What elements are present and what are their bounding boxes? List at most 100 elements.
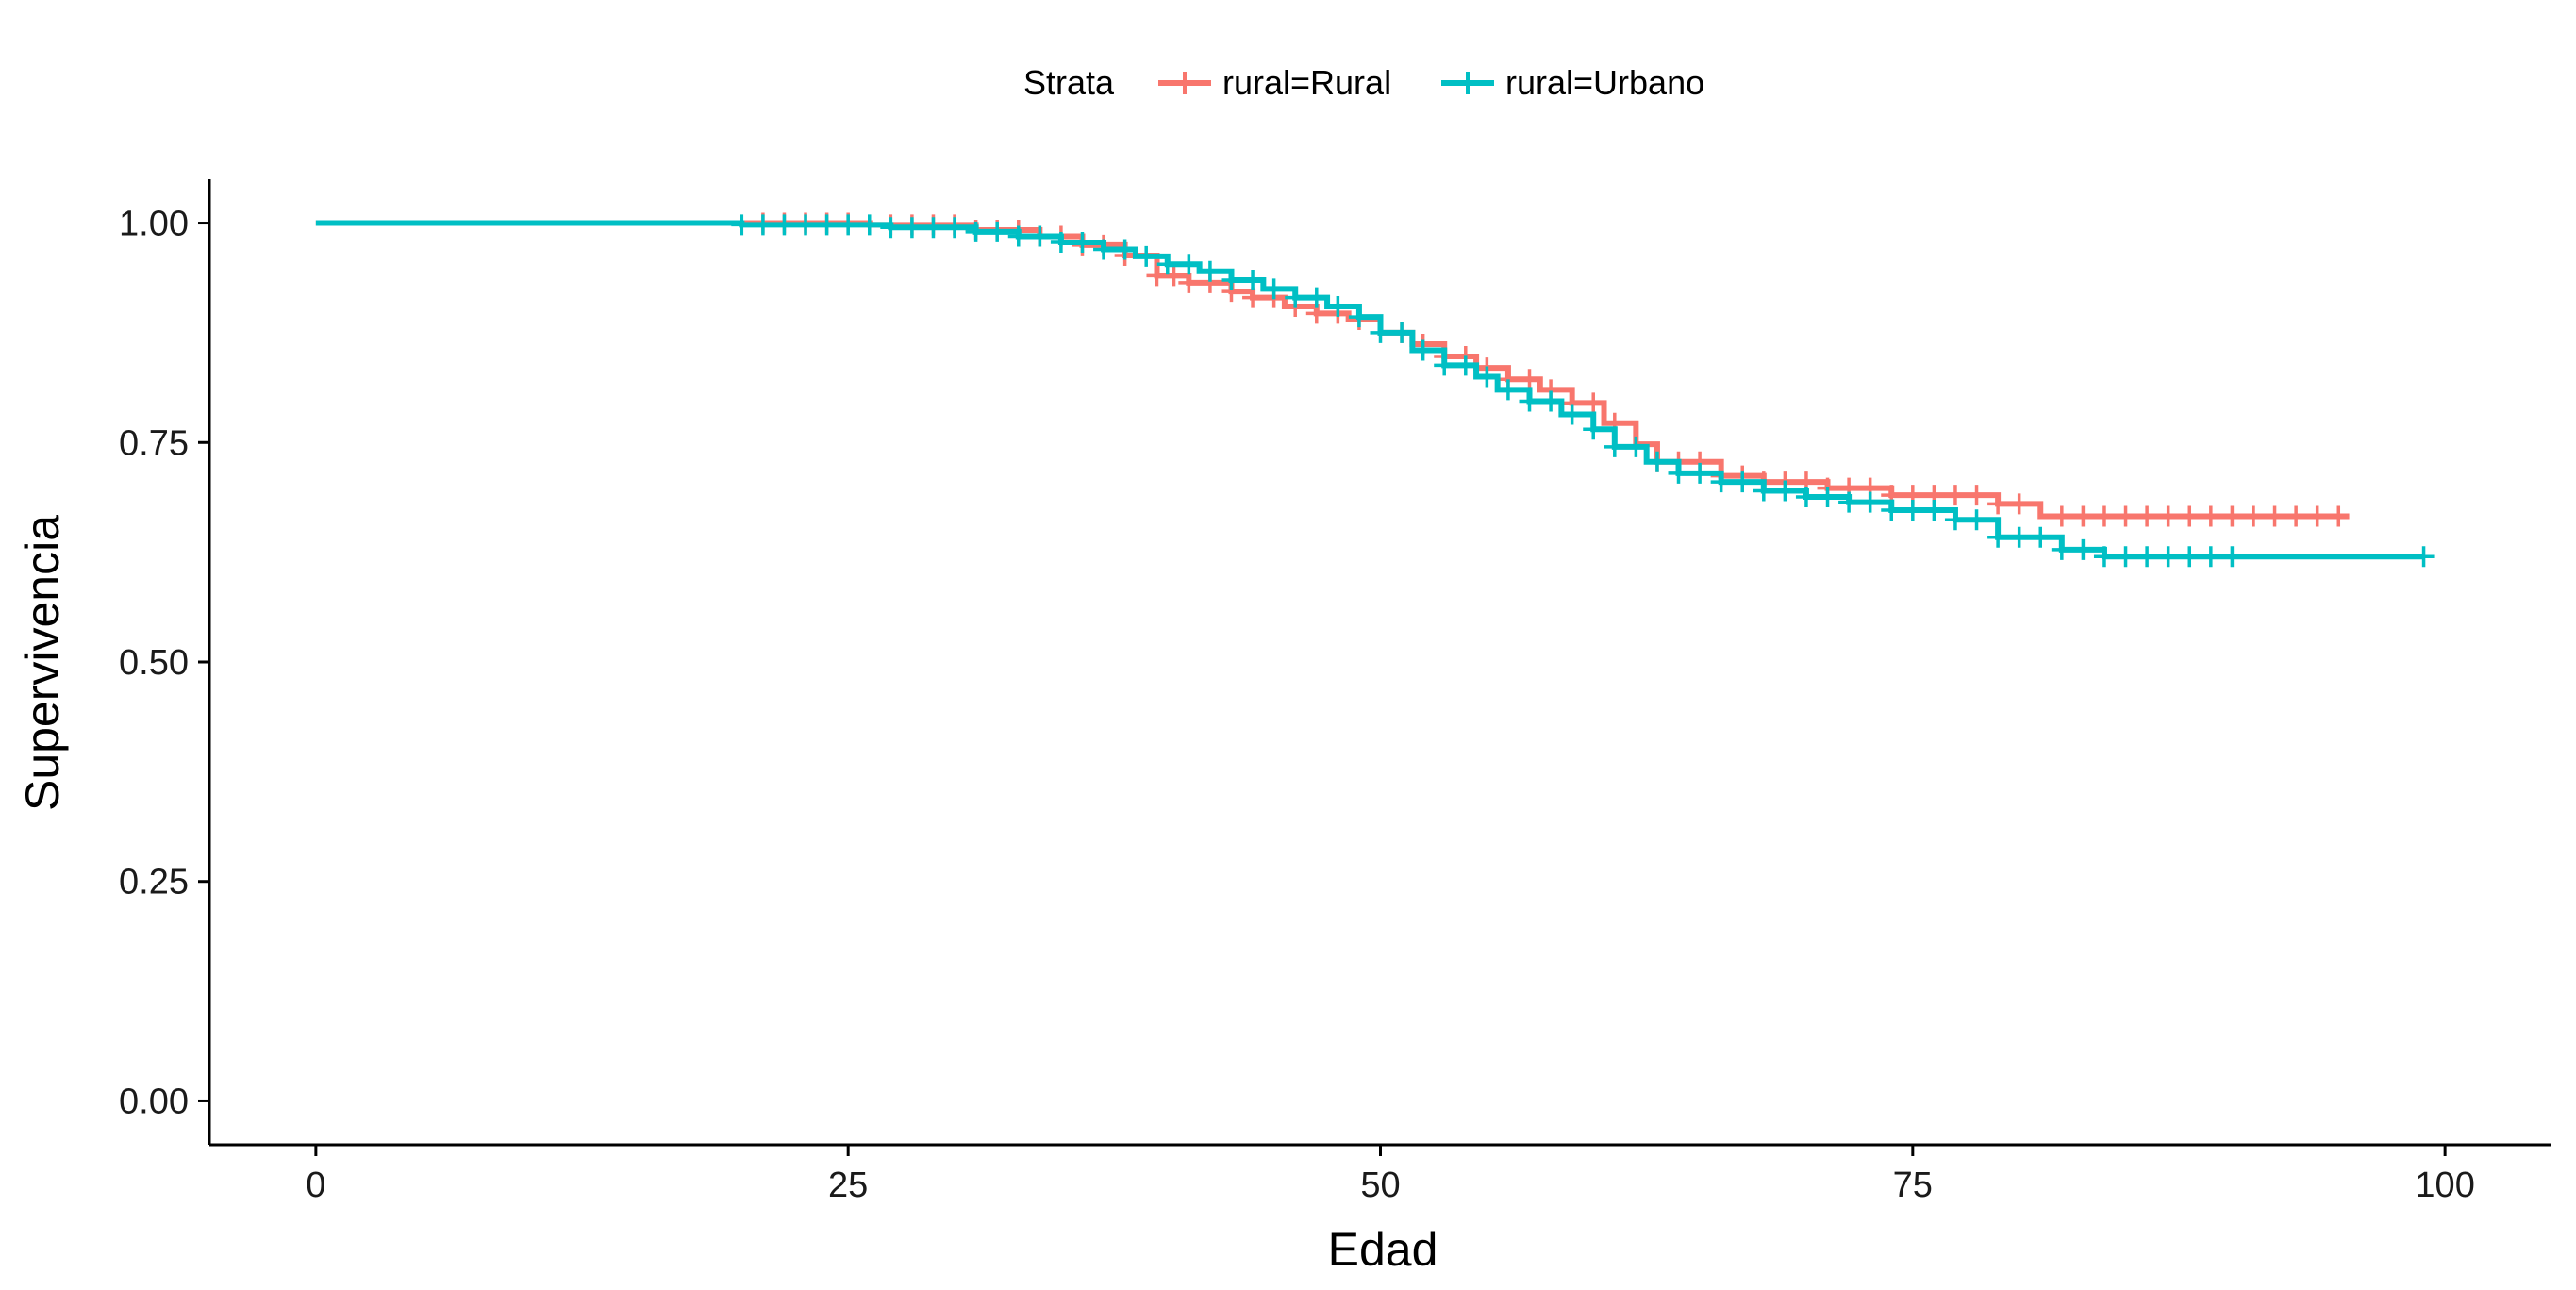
censor-mark [2157,546,2179,568]
censor-mark [1476,366,1498,388]
censor-mark [965,221,987,242]
censor-mark [1050,232,1072,254]
censor-mark [731,214,753,236]
plot-area [315,212,2435,568]
censor-mark [922,217,944,239]
censor-mark [1093,239,1115,260]
censor-mark [838,214,859,236]
legend-label: rural=Rural [1222,63,1391,102]
censor-mark [1305,287,1327,308]
censor-mark [2136,505,2158,527]
y-axis-title: Supervivencia [16,515,69,811]
censor-mark [2328,505,2350,527]
censor-mark [2115,546,2136,568]
censor-mark [901,217,922,239]
censor-mark [1583,419,1604,440]
censor-mark [1178,254,1200,275]
censor-mark [795,214,817,236]
censor-mark [1540,390,1562,412]
censor-mark [2221,505,2243,527]
censor-mark [1966,485,1987,506]
censor-mark [1583,392,1604,414]
censor-mark [1710,471,1732,493]
censor-mark [1795,486,1817,507]
censor-mark [1923,499,1945,521]
censor-mark [987,221,1008,242]
censor-mark [1838,491,1860,513]
censor-mark [2030,526,2052,548]
x-tick-label: 75 [1893,1166,1933,1205]
censor-mark [2157,505,2179,527]
censor-mark [1668,462,1689,484]
censor-mark [2093,505,2115,527]
censor-mark [1263,278,1285,300]
censor-mark [1163,265,1185,287]
censor-mark [2200,546,2221,568]
censor-mark [2008,493,2030,515]
censor-mark [944,217,966,239]
legend: Strata rural=Rural rural=Urbano [1023,63,1704,102]
censor-mark [1007,225,1029,247]
censor-mark [1072,232,1093,254]
x-tick-label: 100 [2415,1166,2474,1205]
censor-mark [1285,287,1306,308]
censor-mark [1156,254,1178,275]
censor-mark [2072,538,2094,560]
censor-mark [1029,225,1051,247]
censor-mark [1348,306,1370,328]
censor-mark [1859,491,1881,513]
x-tick-label: 50 [1360,1166,1400,1205]
censor-mark [1519,390,1540,412]
y-tick-label: 0.75 [119,423,189,463]
censor-mark [880,217,902,239]
censor-mark [2093,546,2115,568]
censor-mark [816,214,838,236]
censor-mark [2264,505,2285,527]
censor-mark [1242,270,1264,291]
censor-mark [2051,538,2072,560]
censor-mark [2008,526,2030,548]
censor-mark [1561,404,1583,425]
censor-mark [2179,546,2201,568]
censor-mark [1221,270,1242,291]
legend-item: rural=Urbano [1441,63,1704,102]
censor-mark [773,214,795,236]
censor-mark [1370,322,1391,343]
censor-mark [2285,505,2307,527]
censor-mark [1391,322,1413,343]
censor-mark [2115,505,2136,527]
censor-mark [1434,355,1455,376]
censor-mark [1136,245,1157,267]
censor-mark [2200,505,2221,527]
censor-mark [1944,509,1966,531]
series-2 [315,214,2435,568]
censor-mark [2242,505,2264,527]
censor-mark [1774,480,1796,502]
x-ticks: 0 25 50 75 100 [306,1145,2475,1205]
censor-mark [1817,486,1838,507]
censor-mark [2051,505,2072,527]
x-tick-label: 0 [306,1166,325,1205]
censor-mark [1412,339,1434,361]
censor-mark [858,214,880,236]
censor-mark [1114,239,1136,260]
censor-mark [1497,379,1519,401]
censor-mark [2072,505,2094,527]
y-ticks: 0.00 0.25 0.50 0.75 1.00 [119,205,209,1121]
censor-mark [1454,355,1476,376]
censor-mark [2136,546,2158,568]
axes: 0 25 50 75 100 0.00 0.25 0.50 0.75 1.00 [119,179,2551,1205]
censor-mark [1646,451,1668,472]
censor-mark [1327,295,1349,317]
censor-mark [1242,287,1264,308]
censor-mark [1178,272,1200,293]
legend-items: rural=Rural rural=Urbano [1158,63,1704,102]
y-tick-label: 0.00 [119,1082,189,1121]
censor-mark [752,214,773,236]
censor-mark [1987,493,2009,515]
censor-mark [1966,509,1987,531]
censor-mark [1519,369,1540,390]
legend-item: rural=Rural [1158,63,1391,102]
